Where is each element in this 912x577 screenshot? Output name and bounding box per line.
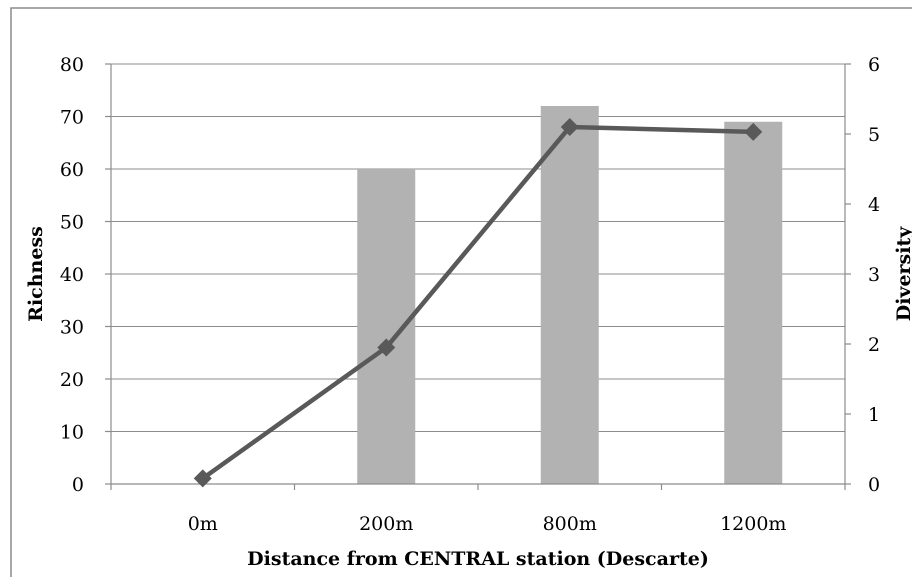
x-tick-label: 1200m	[720, 513, 786, 535]
bar-800m	[540, 106, 599, 484]
left-tick-label: 10	[60, 422, 84, 444]
left-tick-label: 0	[72, 474, 84, 496]
right-axis-title: Diversity	[893, 226, 912, 322]
x-tick-label: 800m	[543, 513, 597, 535]
right-tick-label: 0	[868, 474, 880, 496]
right-tick-label: 1	[868, 404, 880, 426]
x-axis-ticks: 0m 200m 800m 1200m	[188, 513, 787, 535]
left-tick-label: 80	[60, 54, 84, 76]
x-tick-label: 0m	[188, 513, 218, 535]
right-tick-label: 6	[868, 54, 880, 76]
bar-1200m	[724, 121, 783, 484]
left-tick-label: 20	[60, 369, 84, 391]
axes	[105, 63, 851, 490]
diversity-point-800m	[560, 118, 579, 136]
diversity-point-1200m	[744, 122, 763, 141]
right-tick-label: 4	[868, 194, 880, 216]
left-tick-label: 50	[60, 212, 84, 234]
bar-series	[357, 106, 783, 484]
diversity-point-200m	[377, 338, 396, 357]
left-tick-label: 40	[60, 264, 84, 286]
line-series	[193, 118, 763, 488]
x-tick-label: 200m	[359, 513, 413, 535]
right-tick-label: 5	[868, 124, 880, 146]
x-axis-title: Distance from CENTRAL station (Descarte)	[247, 548, 709, 570]
right-axis-ticks: 0 1 2 3 4 5 6	[868, 54, 880, 496]
right-tick-label: 2	[868, 334, 880, 356]
left-axis-ticks: 0 10 20 30 40 50 60 70 80	[60, 54, 84, 496]
left-tick-label: 30	[60, 317, 84, 339]
gridlines	[111, 63, 845, 432]
diversity-point-0m	[193, 469, 212, 488]
diversity-line	[201, 124, 754, 481]
left-axis-title: Richness	[25, 226, 47, 322]
left-tick-label: 60	[60, 159, 84, 181]
left-tick-label: 70	[60, 107, 84, 129]
right-tick-label: 3	[868, 264, 880, 286]
